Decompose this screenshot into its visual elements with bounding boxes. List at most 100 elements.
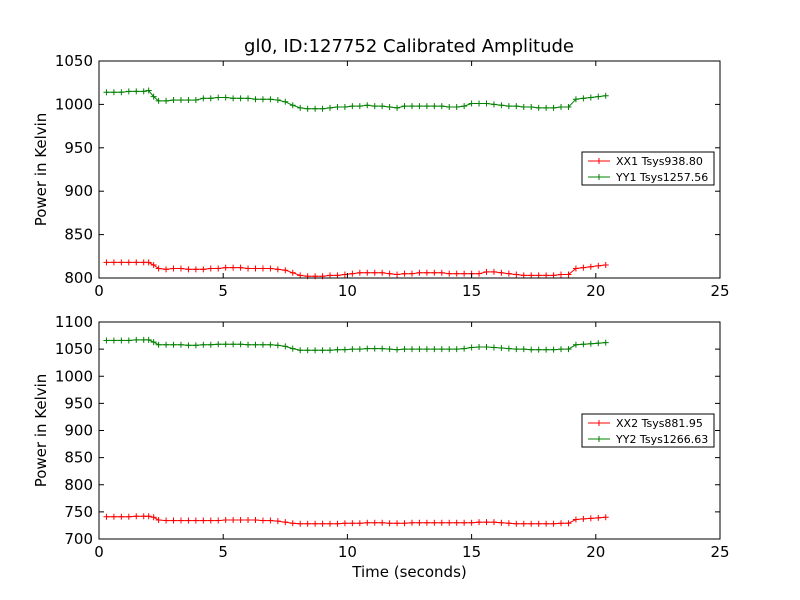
data-point	[394, 346, 401, 353]
data-point	[558, 520, 565, 527]
data-point	[431, 346, 438, 353]
data-point	[245, 341, 252, 348]
data-point	[274, 518, 281, 525]
data-point	[595, 262, 602, 269]
x-tick-label: 10	[338, 282, 357, 300]
data-point	[408, 346, 415, 353]
data-point	[364, 102, 371, 109]
legend: XX2 Tsys881.95 YY2 Tsys1266.63	[581, 413, 715, 448]
data-point	[103, 337, 110, 344]
data-point	[150, 339, 157, 346]
data-point	[401, 520, 408, 527]
data-point	[222, 94, 229, 101]
data-point	[192, 517, 199, 524]
data-point	[520, 346, 527, 353]
data-point	[150, 261, 157, 268]
data-point	[498, 269, 505, 276]
data-point	[565, 104, 572, 111]
data-point	[416, 269, 423, 276]
data-point	[289, 269, 296, 276]
y-tick-label: 950	[64, 394, 93, 412]
data-point	[252, 96, 259, 103]
data-point	[155, 517, 162, 524]
data-point	[177, 517, 184, 524]
data-point	[543, 272, 550, 279]
data-point	[364, 519, 371, 526]
data-point	[446, 519, 453, 526]
data-point	[282, 98, 289, 105]
data-point	[461, 103, 468, 110]
data-point	[565, 346, 572, 353]
data-point	[587, 515, 594, 522]
data-point	[490, 101, 497, 108]
data-point	[558, 271, 565, 278]
data-point	[379, 345, 386, 352]
data-point	[237, 95, 244, 102]
data-point	[572, 341, 579, 348]
legend-marker	[596, 436, 602, 442]
data-point	[565, 271, 572, 278]
data-point	[535, 520, 542, 527]
data-point	[259, 517, 266, 524]
y-axis-label: Power in Kelvin	[32, 113, 50, 227]
data-point	[438, 519, 445, 526]
data-point	[431, 269, 438, 276]
data-point	[371, 519, 378, 526]
data-point	[535, 346, 542, 353]
data-point	[394, 104, 401, 111]
data-point	[580, 95, 587, 102]
legend-entry: XX1 Tsys938.80	[616, 155, 703, 168]
data-point	[446, 104, 453, 111]
data-point	[192, 97, 199, 104]
data-point	[438, 346, 445, 353]
data-point	[252, 341, 259, 348]
data-point	[379, 269, 386, 276]
data-point	[446, 346, 453, 353]
data-point	[207, 341, 214, 348]
data-point	[565, 520, 572, 527]
data-point	[274, 97, 281, 104]
data-point	[386, 520, 393, 527]
x-tick-label: 15	[462, 282, 481, 300]
data-point	[297, 272, 304, 279]
data-point	[222, 341, 229, 348]
data-point	[528, 520, 535, 527]
data-point	[125, 337, 132, 344]
x-tick-label: 20	[586, 282, 605, 300]
data-point	[520, 520, 527, 527]
data-point	[237, 517, 244, 524]
data-point	[543, 520, 550, 527]
y-tick-label: 1050	[55, 52, 93, 70]
data-point	[446, 270, 453, 277]
data-point	[371, 269, 378, 276]
data-point	[558, 346, 565, 353]
legend-marker	[596, 174, 602, 180]
data-point	[185, 342, 192, 349]
data-point	[587, 340, 594, 347]
data-point	[282, 343, 289, 350]
data-point	[252, 517, 259, 524]
data-point	[580, 341, 587, 348]
data-point	[483, 100, 490, 107]
data-point	[528, 104, 535, 111]
data-point	[476, 270, 483, 277]
data-point	[133, 259, 140, 266]
y-tick-label: 1000	[55, 95, 93, 113]
data-point	[267, 517, 274, 524]
y-tick-label: 900	[64, 422, 93, 440]
y-tick-label: 800	[64, 269, 93, 287]
data-point	[438, 269, 445, 276]
data-point	[602, 339, 609, 346]
data-point	[341, 104, 348, 111]
data-point	[185, 97, 192, 104]
y-tick-label: 900	[64, 182, 93, 200]
data-point	[528, 272, 535, 279]
data-point	[483, 519, 490, 526]
data-point	[364, 269, 371, 276]
data-point	[528, 346, 535, 353]
data-point	[595, 93, 602, 100]
data-point	[349, 103, 356, 110]
legend-entry: YY2 Tsys1266.63	[615, 433, 708, 446]
data-point	[297, 347, 304, 354]
data-point	[155, 97, 162, 104]
